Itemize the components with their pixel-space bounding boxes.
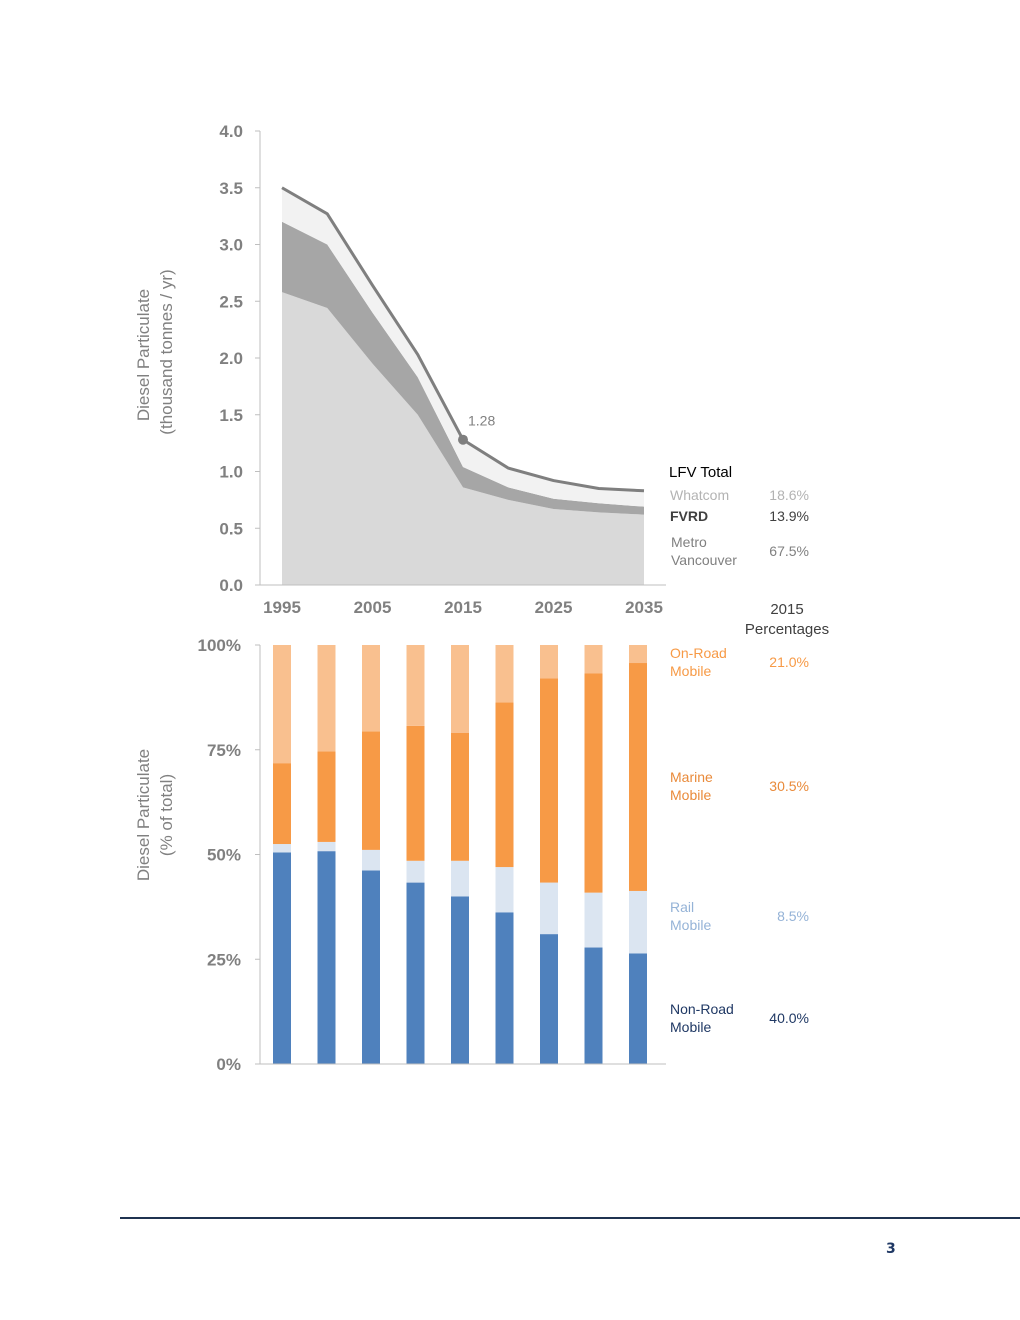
legend-metro-vancouver-line1: Metro bbox=[671, 534, 707, 550]
top-y-tick-label: 2.0 bbox=[219, 349, 243, 368]
bar-segment-non-road bbox=[362, 870, 380, 1064]
top-legend: LFV Total Whatcom 18.6% FVRD 13.9% Metro Vanco… bbox=[669, 464, 809, 568]
legend-metro-vancouver-pct: 67.5% bbox=[769, 543, 809, 559]
top-y-tick-label: 4.0 bbox=[219, 122, 243, 141]
bar-segment-rail bbox=[495, 867, 514, 913]
bottom-y-tick-label: 25% bbox=[207, 950, 241, 969]
bottom-legend-title: Percentages bbox=[745, 621, 829, 638]
bar-segment-rail bbox=[629, 890, 647, 954]
bar-segment-marine bbox=[584, 673, 603, 893]
fvrd-area bbox=[282, 221, 644, 515]
bar-segment-non-road bbox=[406, 882, 425, 1064]
bar-segment-non-road bbox=[540, 934, 558, 1064]
top-x-tick-label: 2035 bbox=[625, 598, 663, 617]
bar-segment-non-road bbox=[629, 953, 647, 1064]
legend-non-road-pct: 40.0% bbox=[769, 1010, 809, 1026]
bar-segment-marine bbox=[629, 663, 647, 891]
bottom-y-tick-label: 75% bbox=[207, 741, 241, 760]
bottom-y-tick-label: 50% bbox=[207, 846, 241, 865]
bar-segment-non-road bbox=[317, 851, 336, 1064]
bar-segment-marine bbox=[362, 731, 380, 850]
bar-segment-on-road bbox=[540, 645, 558, 679]
source-share-stacked-bar-chart: 0% 25% 50% 75% 100% Diesel Particulate (% of… bbox=[134, 601, 829, 1074]
bar-segment-non-road bbox=[451, 896, 469, 1064]
bar-segment-on-road bbox=[629, 645, 647, 664]
top-x-tick-label: 1995 bbox=[263, 598, 301, 617]
bar-segment-marine bbox=[317, 751, 336, 842]
bottom-y-tick-label: 100% bbox=[198, 636, 241, 655]
bar-segment-non-road bbox=[584, 947, 603, 1064]
bar-segment-rail bbox=[362, 849, 380, 871]
bottom-ylabel: Diesel Particulate bbox=[134, 749, 153, 881]
legend-marine-pct: 30.5% bbox=[769, 778, 809, 794]
legend-non-road-line2: Mobile bbox=[670, 1019, 711, 1035]
bar-segment-rail bbox=[584, 892, 603, 948]
bar-segment-on-road bbox=[273, 645, 291, 764]
top-x-tick-label: 2015 bbox=[444, 598, 482, 617]
bar-segment-on-road bbox=[406, 645, 425, 726]
bottom-legend-title-year: 2015 bbox=[770, 601, 803, 618]
page-number: 3 bbox=[886, 1241, 896, 1257]
total-2015-label: 1.28 bbox=[468, 413, 495, 429]
top-x-tick-label: 2005 bbox=[354, 598, 392, 617]
top-y-tick-label: 2.5 bbox=[219, 292, 243, 311]
top-ylabel-units: (thousand tonnes / yr) bbox=[157, 269, 176, 434]
legend-on-road-pct: 21.0% bbox=[769, 654, 809, 670]
legend-rail-line1: Rail bbox=[670, 899, 694, 915]
emissions-area-chart: 0.0 0.5 1.0 1.5 2.0 2.5 3.0 3.5 4.0 1995 2005 2015 2… bbox=[134, 122, 809, 617]
top-y-tick-label: 1.0 bbox=[219, 463, 243, 482]
top-y-tick-label: 1.5 bbox=[219, 406, 243, 425]
bar-segment-on-road bbox=[584, 645, 603, 674]
legend-on-road-line1: On-Road bbox=[670, 645, 727, 661]
legend-marine-line1: Marine bbox=[670, 769, 713, 785]
bar-segment-marine bbox=[451, 732, 469, 861]
legend-metro-vancouver-line2: Vancouver bbox=[671, 552, 737, 568]
metro-vancouver-area bbox=[282, 292, 644, 585]
bottom-y-tick-label: 0% bbox=[216, 1055, 241, 1074]
legend-marine-line2: Mobile bbox=[670, 787, 711, 803]
bar-segment-rail bbox=[406, 860, 425, 883]
legend-on-road-line2: Mobile bbox=[670, 663, 711, 679]
bar-segment-marine bbox=[273, 763, 291, 845]
legend-whatcom-pct: 18.6% bbox=[769, 487, 809, 503]
legend-fvrd: FVRD bbox=[670, 508, 708, 524]
top-y-tick-label: 0.5 bbox=[219, 519, 243, 538]
diesel-particulate-figure: 0.0 0.5 1.0 1.5 2.0 2.5 3.0 3.5 4.0 1995 2005 2015 2… bbox=[134, 122, 829, 1074]
legend-fvrd-pct: 13.9% bbox=[769, 508, 809, 524]
legend-rail-line2: Mobile bbox=[670, 917, 711, 933]
bar-segment-rail bbox=[540, 882, 558, 935]
top-ylabel: Diesel Particulate bbox=[134, 289, 153, 421]
bar-segment-non-road bbox=[273, 852, 291, 1064]
footer-rule bbox=[120, 1217, 1020, 1219]
legend-non-road-line1: Non-Road bbox=[670, 1001, 734, 1017]
bar-segment-rail bbox=[273, 844, 291, 853]
bar-segment-marine bbox=[495, 702, 514, 868]
legend-whatcom: Whatcom bbox=[670, 487, 729, 503]
total-2015-marker bbox=[458, 434, 468, 445]
legend-lfv-total: LFV Total bbox=[669, 464, 732, 481]
bottom-legend: On-Road Mobile 21.0% Marine Mobile 30.5% Rail M… bbox=[670, 645, 809, 1035]
bar-segment-marine bbox=[540, 678, 558, 883]
top-x-tick-label: 2025 bbox=[535, 598, 573, 617]
top-y-tick-label: 3.5 bbox=[219, 179, 243, 198]
top-y-tick-label: 3.0 bbox=[219, 236, 243, 255]
bar-segment-rail bbox=[451, 860, 469, 897]
bar-segment-on-road bbox=[495, 645, 514, 703]
bar-segment-on-road bbox=[362, 645, 380, 732]
bar-segment-on-road bbox=[317, 645, 336, 752]
bar-segment-on-road bbox=[451, 645, 469, 733]
bar-segment-rail bbox=[317, 841, 336, 852]
bar-segment-non-road bbox=[495, 912, 514, 1064]
top-y-tick-label: 0.0 bbox=[219, 576, 243, 595]
bar-segment-marine bbox=[406, 725, 425, 861]
legend-rail-pct: 8.5% bbox=[777, 908, 809, 924]
bottom-ylabel-units: (% of total) bbox=[157, 774, 176, 856]
